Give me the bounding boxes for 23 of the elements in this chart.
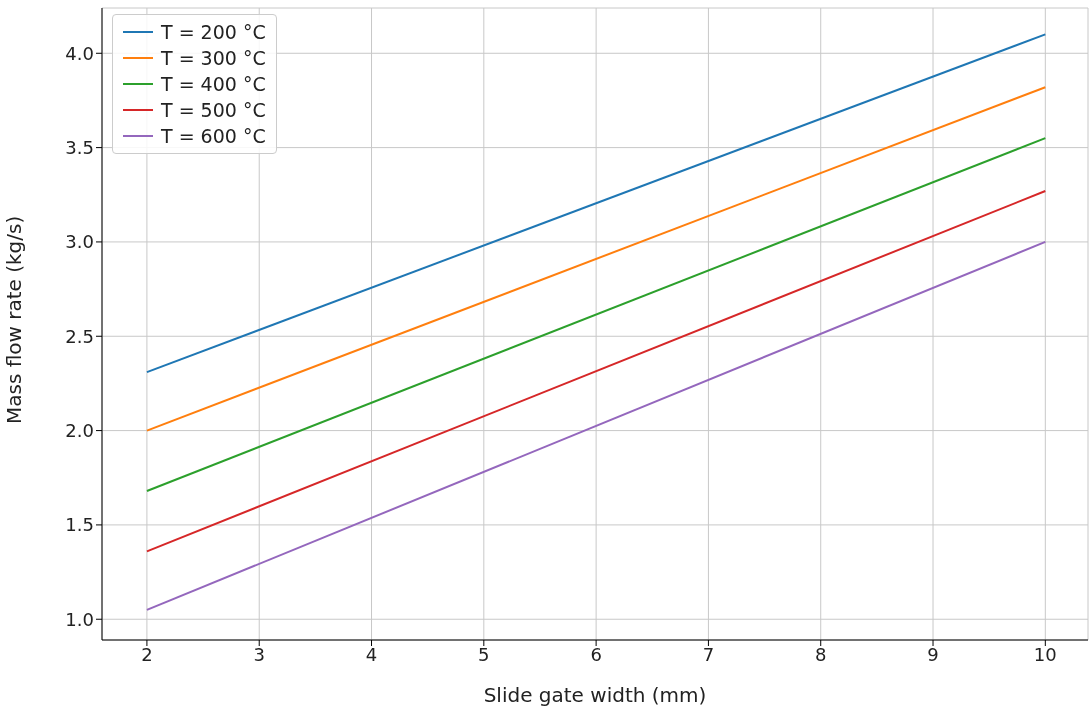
x-axis-title: Slide gate width (mm): [483, 683, 707, 707]
y-tick-label: 3.5: [65, 137, 94, 158]
x-tick-label: 2: [141, 643, 153, 665]
x-tick-label: 5: [478, 643, 490, 665]
legend-label: T = 300 °C: [161, 46, 266, 71]
y-tick-label: 2.0: [65, 419, 94, 441]
legend-label: T = 400 °C: [161, 72, 266, 97]
x-tick-label: 10: [1033, 643, 1057, 665]
y-tick-label: 3.0: [65, 231, 94, 253]
y-tick-label: 1.0: [65, 608, 94, 630]
x-tick-label: 9: [927, 643, 939, 665]
x-tick-label: 6: [590, 643, 602, 665]
legend-label: T = 200 °C: [161, 20, 266, 45]
x-tick-label: 4: [365, 643, 378, 665]
y-tick-label: 1.5: [65, 514, 94, 536]
legend-label: T = 600 °C: [161, 124, 266, 149]
x-tick-label: 3: [253, 643, 265, 665]
y-tick-label: 2.5: [65, 325, 94, 347]
y-tick-label: 4.0: [65, 42, 94, 64]
x-tick-label: 7: [702, 643, 715, 665]
legend-label: T = 500 °C: [161, 98, 266, 123]
x-tick-label: 8: [815, 643, 827, 665]
y-axis-title: Mass flow rate (kg/s): [2, 215, 27, 424]
